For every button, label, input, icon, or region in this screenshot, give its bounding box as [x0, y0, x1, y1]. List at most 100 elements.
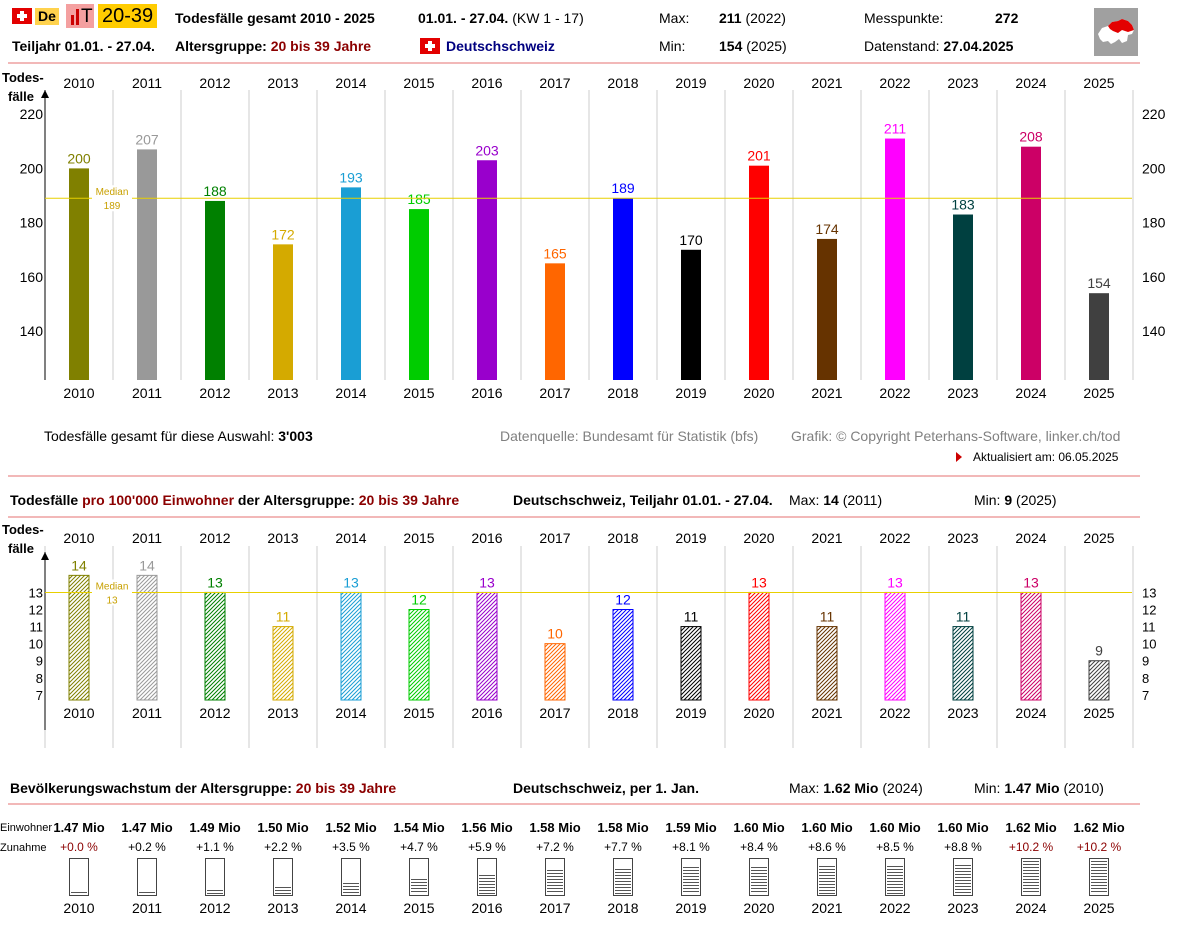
- y-tick-right: 160: [1142, 269, 1166, 285]
- growth-value: +10.2 %: [1076, 840, 1122, 854]
- data-label: 13: [479, 574, 495, 590]
- bar: [545, 263, 565, 380]
- copyright[interactable]: Grafik: © Copyright Peterhans-Software, …: [791, 428, 1121, 444]
- region-link[interactable]: Deutschschweiz: [446, 38, 555, 54]
- year-label-top: 2011: [132, 75, 162, 91]
- y-tick-right: 8: [1142, 671, 1149, 686]
- growth-gauge-fill: [275, 887, 291, 894]
- year-label: 2025: [1083, 900, 1115, 916]
- data-label: 14: [139, 557, 155, 573]
- population-value: 1.62 Mio: [1073, 820, 1125, 835]
- divider-3: [8, 516, 1140, 518]
- population-value: 1.56 Mio: [461, 820, 513, 835]
- page-title: Todesfälle gesamt 2010 - 2025: [175, 10, 375, 26]
- year-label: 2011: [131, 900, 163, 916]
- year-label-top: 2010: [63, 75, 94, 91]
- population-value: 1.54 Mio: [393, 820, 445, 835]
- growth-value: +8.4 %: [740, 840, 778, 854]
- year-label-top: 2025: [1083, 75, 1114, 91]
- y-tick-right: 13: [1142, 585, 1156, 600]
- year-label-bottom: 2012: [199, 705, 230, 721]
- y-axis-arrow: [41, 90, 49, 98]
- bar: [681, 249, 701, 380]
- max-value: 211 (2022): [719, 10, 786, 26]
- year-label-top: 2024: [1015, 75, 1046, 91]
- year-label-bottom: 2023: [947, 385, 978, 401]
- bar: [477, 160, 497, 380]
- data-label: 9: [1095, 643, 1103, 659]
- growth-value: +8.1 %: [672, 840, 710, 854]
- growth-value: +0.2 %: [128, 840, 166, 854]
- bar: [341, 187, 361, 380]
- population-value: 1.49 Mio: [189, 820, 241, 835]
- data-label: 11: [820, 609, 835, 625]
- y-tick-left: 220: [20, 106, 44, 122]
- growth-gauge: [613, 858, 633, 896]
- population-value: 1.47 Mio: [121, 820, 173, 835]
- data-label: 201: [747, 148, 771, 164]
- chart-type-icon[interactable]: T: [66, 4, 94, 28]
- median-value: 189: [104, 201, 121, 212]
- population-value: 1.58 Mio: [529, 820, 581, 835]
- year-label-bottom: 2017: [539, 705, 570, 721]
- row-label-growth: Zunahme: [0, 842, 47, 854]
- divider-2: [8, 475, 1140, 477]
- year-label-top: 2014: [335, 530, 366, 546]
- bar: [816, 626, 838, 701]
- section3-max: Max: 1.62 Mio (2024): [789, 780, 923, 796]
- year-label-top: 2014: [335, 75, 366, 91]
- year-label-top: 2020: [743, 530, 774, 546]
- year-label-bottom: 2015: [403, 705, 434, 721]
- median-label-bg: [92, 185, 132, 212]
- year-label-top: 2022: [879, 75, 910, 91]
- data-label: 13: [207, 574, 223, 590]
- growth-gauge-fill: [207, 890, 223, 894]
- growth-gauge: [749, 858, 769, 896]
- year-label-top: 2021: [811, 530, 842, 546]
- year-label-bottom: 2019: [675, 385, 706, 401]
- year-label-bottom: 2010: [63, 705, 94, 721]
- y-tick-left: 12: [29, 603, 43, 618]
- data-label: 207: [135, 131, 159, 147]
- bar: [749, 165, 769, 380]
- bar: [272, 626, 294, 701]
- age-group-badge[interactable]: 20-39: [98, 4, 158, 28]
- data-label: 11: [276, 609, 291, 625]
- year-label: 2010: [63, 900, 95, 916]
- growth-gauge: [137, 858, 157, 896]
- year-label-bottom: 2017: [539, 385, 570, 401]
- map-thumbnail[interactable]: [1094, 8, 1138, 56]
- y-tick-right: 220: [1142, 106, 1166, 122]
- altersgruppe: Altersgruppe: 20 bis 39 Jahre: [175, 38, 372, 54]
- year-label-bottom: 2018: [607, 385, 638, 401]
- growth-gauge: [341, 858, 361, 896]
- data-source: Datenquelle: Bundesamt für Statistik (bf…: [500, 428, 759, 444]
- year-label-bottom: 2015: [403, 385, 434, 401]
- growth-gauge-fill: [547, 870, 563, 894]
- year-label-top: 2010: [63, 530, 94, 546]
- population-value: 1.58 Mio: [597, 820, 649, 835]
- bar: [817, 238, 837, 380]
- population-value: 1.59 Mio: [665, 820, 717, 835]
- population-value: 1.47 Mio: [53, 820, 105, 835]
- y-tick-right: 11: [1142, 620, 1156, 635]
- growth-gauge: [545, 858, 565, 896]
- year-label-top: 2023: [947, 75, 978, 91]
- y-tick-left: 140: [20, 323, 44, 339]
- bar: [612, 609, 634, 701]
- growth-value: +8.5 %: [876, 840, 914, 854]
- year-label-top: 2016: [471, 75, 502, 91]
- population-value: 1.62 Mio: [1005, 820, 1057, 835]
- median-label: Median: [96, 187, 129, 198]
- y-tick-right: 9: [1142, 654, 1149, 669]
- data-label: 188: [203, 183, 227, 199]
- data-label: 13: [887, 574, 903, 590]
- bar: [408, 609, 430, 701]
- data-label: 208: [1019, 129, 1043, 145]
- language-switch[interactable]: De: [35, 8, 59, 25]
- growth-gauge: [409, 858, 429, 896]
- year-label-bottom: 2013: [267, 705, 298, 721]
- switzerland-map-icon: [1098, 19, 1134, 44]
- year-label-top: 2024: [1015, 530, 1046, 546]
- y-tick-left: 10: [29, 637, 43, 652]
